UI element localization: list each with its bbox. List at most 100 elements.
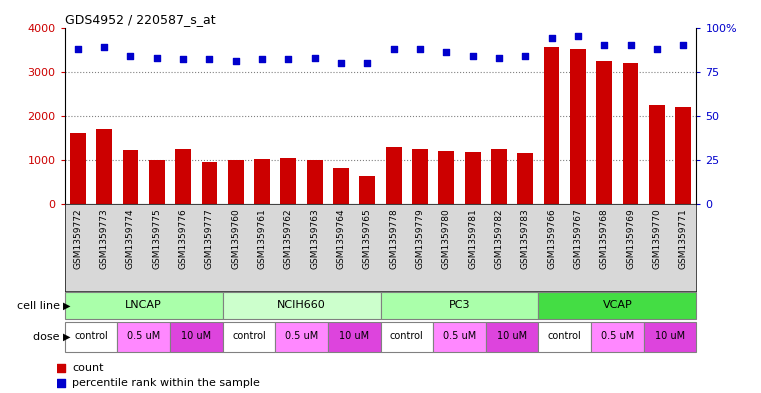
Bar xyxy=(359,176,375,204)
Point xyxy=(677,42,689,48)
Bar xyxy=(70,133,86,204)
Point xyxy=(72,46,84,52)
Bar xyxy=(65,322,117,352)
Point xyxy=(414,46,426,52)
Bar xyxy=(539,292,696,319)
Bar xyxy=(539,322,591,352)
Bar xyxy=(175,149,191,204)
Text: GSM1359777: GSM1359777 xyxy=(205,209,214,270)
Text: GSM1359771: GSM1359771 xyxy=(679,209,688,270)
Bar xyxy=(307,160,323,204)
Bar xyxy=(675,107,691,204)
Point xyxy=(546,35,558,41)
Text: 0.5 uM: 0.5 uM xyxy=(285,331,318,342)
Text: ▶: ▶ xyxy=(63,301,71,310)
Text: GSM1359775: GSM1359775 xyxy=(152,209,161,270)
Text: GSM1359764: GSM1359764 xyxy=(336,209,345,269)
Bar xyxy=(170,322,223,352)
Point xyxy=(493,54,505,61)
Bar xyxy=(328,322,380,352)
Bar xyxy=(223,322,275,352)
Point xyxy=(651,46,663,52)
Text: GDS4952 / 220587_s_at: GDS4952 / 220587_s_at xyxy=(65,13,215,26)
Text: control: control xyxy=(232,331,266,342)
Bar xyxy=(543,48,559,204)
Bar xyxy=(117,322,170,352)
Bar xyxy=(380,322,433,352)
Text: control: control xyxy=(390,331,424,342)
Bar xyxy=(433,322,486,352)
Point xyxy=(203,56,215,62)
Bar xyxy=(149,160,164,204)
Text: GSM1359765: GSM1359765 xyxy=(363,209,372,270)
Text: percentile rank within the sample: percentile rank within the sample xyxy=(72,378,260,388)
Text: PC3: PC3 xyxy=(449,300,470,310)
Text: GSM1359760: GSM1359760 xyxy=(231,209,240,270)
Bar xyxy=(96,129,112,204)
Bar xyxy=(223,292,380,319)
Point xyxy=(309,54,321,61)
Text: GSM1359783: GSM1359783 xyxy=(521,209,530,270)
Point xyxy=(519,53,531,59)
Text: 0.5 uM: 0.5 uM xyxy=(443,331,476,342)
Text: GSM1359776: GSM1359776 xyxy=(179,209,188,270)
Text: GSM1359767: GSM1359767 xyxy=(573,209,582,270)
Bar xyxy=(486,322,539,352)
Bar xyxy=(591,322,644,352)
Bar xyxy=(622,63,638,204)
Point xyxy=(387,46,400,52)
Point xyxy=(230,58,242,64)
Bar xyxy=(570,49,586,204)
Point xyxy=(55,380,67,386)
Bar xyxy=(517,152,533,204)
Bar xyxy=(275,322,328,352)
Text: GSM1359773: GSM1359773 xyxy=(100,209,109,270)
Point xyxy=(625,42,637,48)
Text: GSM1359769: GSM1359769 xyxy=(626,209,635,270)
Text: NCIH660: NCIH660 xyxy=(277,300,326,310)
Point xyxy=(361,60,374,66)
Point xyxy=(598,42,610,48)
Text: GSM1359766: GSM1359766 xyxy=(547,209,556,270)
Bar xyxy=(228,160,244,204)
Text: GSM1359772: GSM1359772 xyxy=(73,209,82,269)
Text: GSM1359768: GSM1359768 xyxy=(600,209,609,270)
Bar xyxy=(380,292,539,319)
Text: dose: dose xyxy=(33,332,63,342)
Point xyxy=(98,44,110,50)
Text: 10 uM: 10 uM xyxy=(497,331,527,342)
Point xyxy=(282,56,295,62)
Point xyxy=(55,364,67,371)
Text: 10 uM: 10 uM xyxy=(339,331,369,342)
Bar xyxy=(438,151,454,204)
Text: GSM1359774: GSM1359774 xyxy=(126,209,135,269)
Bar xyxy=(333,168,349,204)
Bar xyxy=(386,147,402,204)
Text: cell line: cell line xyxy=(17,301,63,310)
Text: ▶: ▶ xyxy=(63,332,71,342)
Text: control: control xyxy=(74,331,108,342)
Bar xyxy=(491,149,507,204)
Bar xyxy=(644,322,696,352)
Text: 0.5 uM: 0.5 uM xyxy=(127,331,161,342)
Text: GSM1359779: GSM1359779 xyxy=(416,209,425,270)
Bar xyxy=(254,159,270,204)
Point xyxy=(177,56,189,62)
Text: LNCAP: LNCAP xyxy=(126,300,162,310)
Text: GSM1359770: GSM1359770 xyxy=(652,209,661,270)
Bar xyxy=(65,292,223,319)
Text: GSM1359778: GSM1359778 xyxy=(389,209,398,270)
Text: GSM1359762: GSM1359762 xyxy=(284,209,293,269)
Bar xyxy=(649,105,665,204)
Bar xyxy=(123,151,139,204)
Text: count: count xyxy=(72,362,103,373)
Point xyxy=(466,53,479,59)
Bar xyxy=(465,152,480,204)
Text: 10 uM: 10 uM xyxy=(655,331,685,342)
Bar xyxy=(597,61,612,204)
Point xyxy=(256,56,268,62)
Point xyxy=(335,60,347,66)
Text: GSM1359782: GSM1359782 xyxy=(495,209,504,269)
Text: GSM1359780: GSM1359780 xyxy=(442,209,451,270)
Text: GSM1359781: GSM1359781 xyxy=(468,209,477,270)
